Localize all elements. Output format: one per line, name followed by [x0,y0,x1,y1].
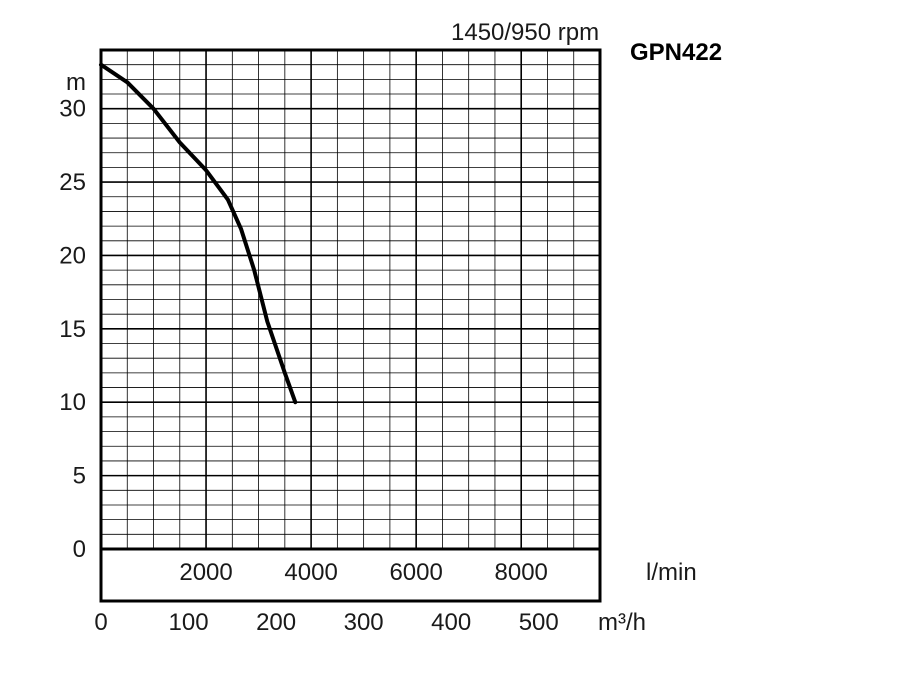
x-axis-unit: m³/h [598,609,646,636]
y-axis-unit: m [66,69,86,96]
x-tick-label: 400 [431,609,471,636]
x-tick-label: 200 [256,609,296,636]
x-tick-label: 100 [169,609,209,636]
x-tick-label: 500 [519,609,559,636]
model-title: GPN422 [630,39,722,66]
head-flow-curve [99,62,298,405]
secondary-axis-frame [99,547,602,603]
secondary-tick-label: 2000 [179,559,232,586]
secondary-axis-unit: l/min [646,559,697,586]
y-tick-label: 20 [59,242,86,269]
x-tick-label: 300 [344,609,384,636]
secondary-tick-label: 8000 [495,559,548,586]
x-tick-label: 0 [94,609,107,636]
grid [101,50,600,549]
y-tick-label: 25 [59,169,86,196]
secondary-tick-label: 6000 [389,559,442,586]
y-tick-label: 0 [73,536,86,563]
y-tick-label: 10 [59,389,86,416]
y-tick-label: 30 [59,96,86,123]
series-layer [99,62,298,405]
y-tick-label: 5 [73,463,86,490]
secondary-tick-label: 4000 [284,559,337,586]
speed-label: 1450/950 rpm [451,19,599,46]
y-tick-label: 15 [59,316,86,343]
